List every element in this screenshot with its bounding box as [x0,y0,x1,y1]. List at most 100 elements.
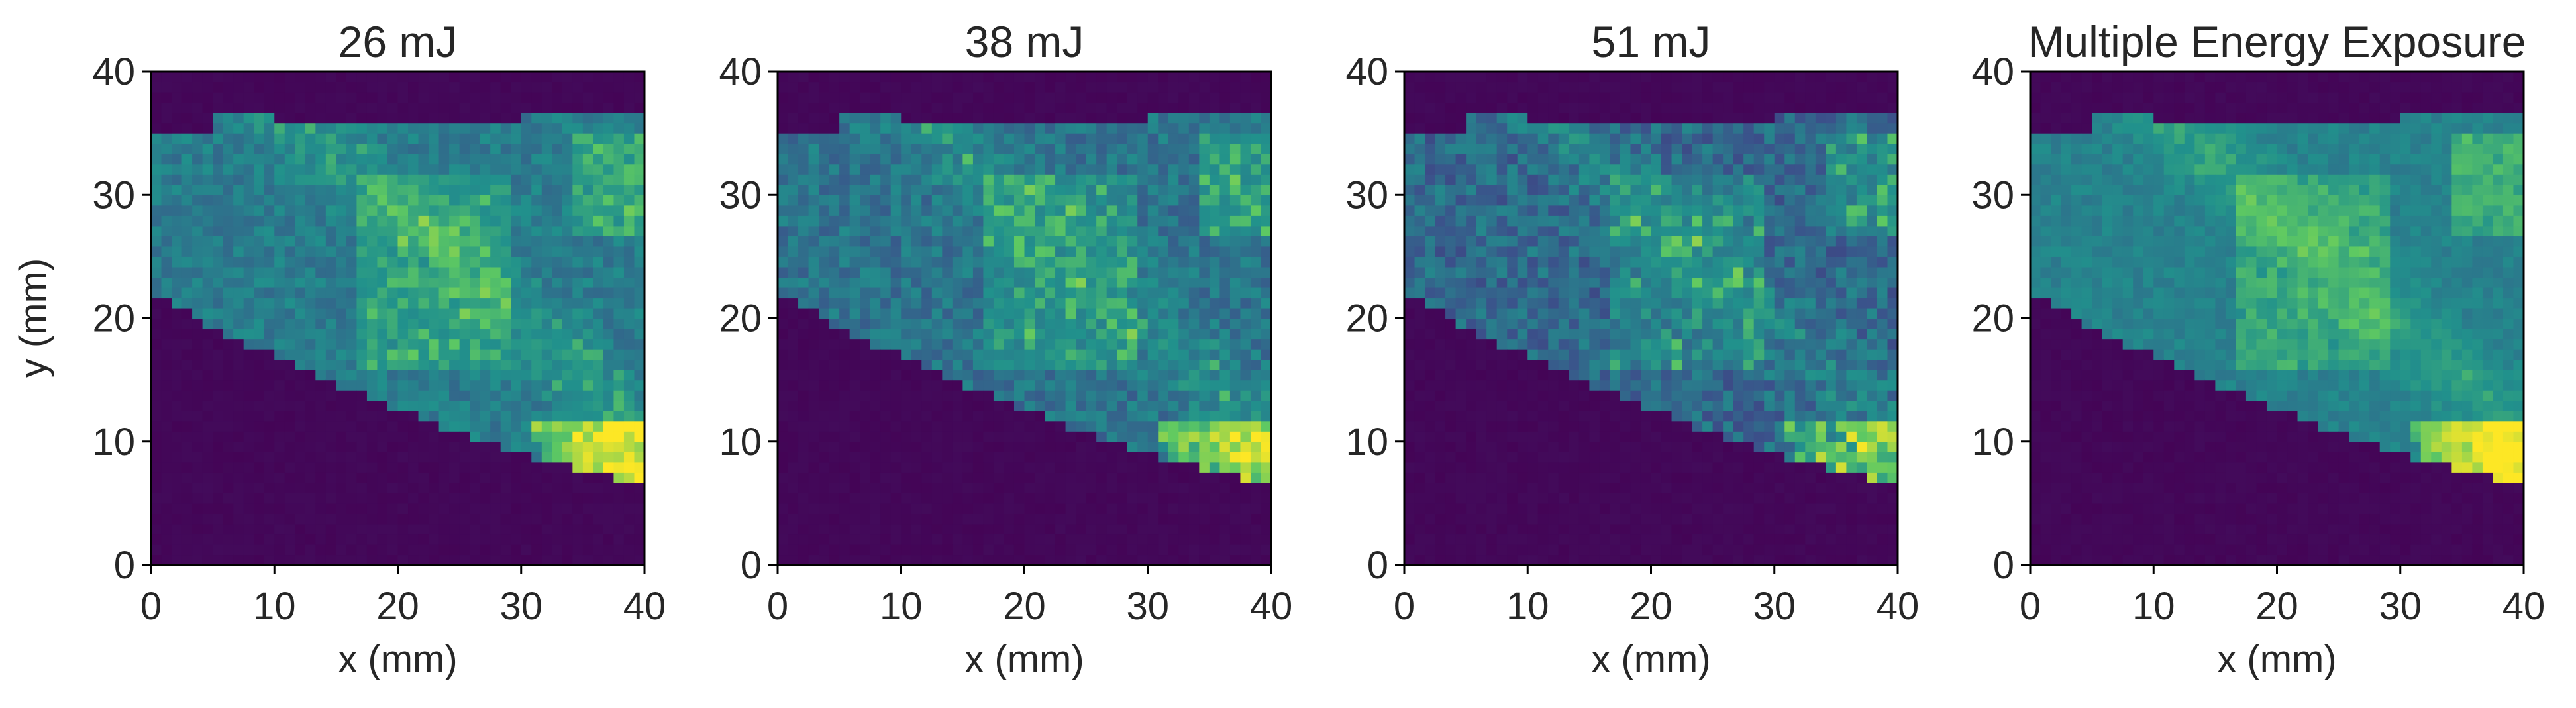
heatmap-cell [1404,92,1416,103]
heatmap-cell [1445,400,1457,411]
heatmap-cell [295,544,306,556]
heatmap-cell [408,452,419,463]
heatmap-cell [1137,225,1149,236]
heatmap-cell [572,523,584,535]
heatmap-cell [1106,462,1117,473]
heatmap-cell [1229,329,1241,340]
heatmap-cell [181,523,193,535]
heatmap-cell [942,72,953,83]
heatmap-cell [315,482,327,493]
heatmap-cell [1106,102,1117,113]
heatmap-cell [1219,133,1231,144]
heatmap-cell [438,277,450,288]
heatmap-cell [336,544,347,556]
heatmap-cell [808,493,819,504]
heatmap-cell [623,493,635,504]
heatmap-cell [192,482,203,493]
heatmap-cell [1445,452,1457,463]
heatmap-cell [1137,184,1149,195]
heatmap-cell [582,215,593,227]
heatmap-cell [377,349,388,360]
heatmap-cell [1250,113,1262,124]
heatmap-cell [1466,307,1477,319]
heatmap-cell [500,493,511,504]
heatmap-cell [972,431,984,442]
heatmap-cell [1404,297,1416,309]
heatmap-cell [1250,523,1262,535]
heatmap-cell [931,338,943,350]
heatmap-cell [480,441,491,452]
heatmap-cell [366,236,378,247]
y-tick-label: 30 [719,174,762,217]
heatmap-cell [1127,513,1138,525]
heatmap-cell [1086,113,1097,124]
heatmap-cell [1445,349,1457,360]
heatmap-cell [983,133,994,144]
heatmap-cell [829,554,840,566]
heatmap-cell [1137,297,1149,309]
heatmap-cell [531,307,542,319]
heatmap-cell [808,411,819,422]
heatmap-cell [1435,462,1446,473]
heatmap-cell [901,164,912,175]
heatmap-cell [500,225,511,236]
heatmap-cell [1158,349,1169,360]
heatmap-cell [1106,143,1117,154]
heatmap-cell [1076,318,1087,329]
heatmap-cell [1209,164,1220,175]
heatmap-cell [582,174,593,185]
heatmap-cell [531,256,542,268]
heatmap-cell [1261,174,1272,185]
heatmap-cell [921,534,933,545]
heatmap-cell [1076,359,1087,370]
heatmap-cell [223,441,234,452]
heatmap-cell [1158,513,1169,525]
heatmap-cell [315,329,327,340]
heatmap-cell [531,400,542,411]
heatmap-cell [603,72,615,83]
heatmap-cell [1261,370,1272,381]
heatmap-cell [972,421,984,432]
heatmap-cell [181,266,193,278]
heatmap-cell [860,307,871,319]
heatmap-cell [1117,503,1128,514]
heatmap-cell [449,164,460,175]
heatmap-cell [1127,493,1138,504]
heatmap-cell [254,441,265,452]
heatmap-cell [1065,431,1076,442]
heatmap-cell [634,534,645,545]
heatmap-cell [1158,441,1169,452]
heatmap-cell [459,246,470,257]
heatmap-cell [562,123,573,134]
heatmap-cell [172,318,183,329]
heatmap-cell [521,266,532,278]
heatmap-cell [942,452,953,463]
heatmap-cell [1466,81,1477,93]
heatmap-cell [213,92,224,103]
heatmap-cell [264,307,275,319]
heatmap-cell [429,92,440,103]
heatmap-cell [1219,493,1231,504]
heatmap-cell [1178,205,1190,216]
heatmap-cell [1435,225,1446,236]
heatmap-cell [1466,523,1477,535]
heatmap-cell [849,256,860,268]
heatmap-cell [778,379,789,391]
heatmap-cell [172,493,183,504]
heatmap-cell [470,81,481,93]
heatmap-cell [1117,164,1128,175]
heatmap-cell [366,195,378,206]
heatmap-cell [778,72,789,83]
heatmap-cell [1004,482,1015,493]
heatmap-cell [1425,503,1436,514]
heatmap-cell [1137,246,1149,257]
heatmap-cell [1024,370,1035,381]
heatmap-cell [192,215,203,227]
heatmap-cell [438,400,450,411]
heatmap-cell [1117,544,1128,556]
heatmap-cell [521,236,532,247]
heatmap-cell [346,164,358,175]
heatmap-cell [438,359,450,370]
heatmap-cell [788,113,799,124]
heatmap-cell [562,482,573,493]
